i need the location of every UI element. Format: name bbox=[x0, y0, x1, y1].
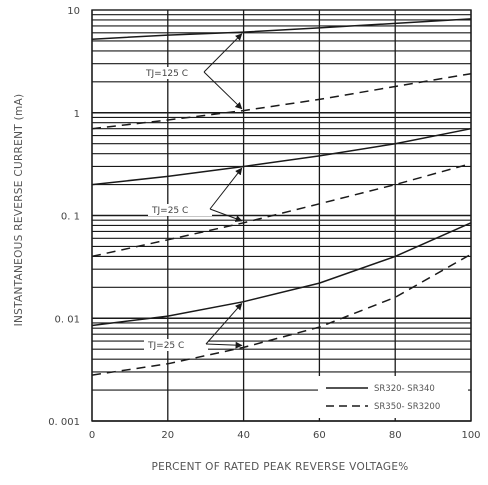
legend: SR320- SR340 SR350- SR3200 bbox=[318, 376, 468, 418]
x-tick-label: 0 bbox=[89, 430, 95, 441]
tick-labels: 0 20 40 60 80 100 0. 001 0. 01 0. 1 1 10 bbox=[48, 6, 480, 441]
legend-label: SR320- SR340 bbox=[374, 384, 435, 394]
y-tick-label: 0. 1 bbox=[61, 212, 80, 223]
annotations: TJ=125 C TJ=25 C TJ=25 C bbox=[142, 33, 243, 351]
series-lines bbox=[91, 18, 472, 376]
x-tick-label: 20 bbox=[161, 430, 174, 441]
annotation-arrow bbox=[203, 71, 243, 110]
temp-annotation-label: TJ=125 C bbox=[145, 69, 188, 79]
y-tick-label: 1 bbox=[74, 109, 80, 120]
series-line-dashed bbox=[91, 72, 472, 130]
x-tick-label: 80 bbox=[389, 430, 402, 441]
temp-annotation-label: TJ=25 C bbox=[151, 206, 188, 216]
series-line-dashed bbox=[91, 162, 472, 258]
x-tick-label: 60 bbox=[313, 430, 326, 441]
x-tick-label: 40 bbox=[237, 430, 250, 441]
legend-label: SR350- SR3200 bbox=[374, 402, 440, 412]
y-tick-label: 0. 001 bbox=[48, 417, 80, 428]
annotation-arrow bbox=[203, 33, 243, 73]
y-tick-label: 10 bbox=[67, 6, 80, 17]
annotation-arrow bbox=[205, 341, 243, 349]
temp-annotation-label: TJ=25 C bbox=[147, 341, 184, 351]
annotation-arrow bbox=[209, 208, 243, 222]
y-axis-title: INSTANTANEOUS REVERSE CURRENT (mA) bbox=[13, 94, 25, 327]
legend-box bbox=[318, 376, 468, 418]
y-tick-label: 0. 01 bbox=[55, 314, 80, 325]
annotation-bg bbox=[142, 67, 206, 79]
annotation-arrow bbox=[209, 167, 243, 210]
series-line-solid bbox=[91, 18, 472, 40]
annotation-bg bbox=[144, 339, 208, 351]
annotation-arrow bbox=[205, 302, 243, 345]
series-line-solid bbox=[91, 222, 472, 327]
annotation-bg bbox=[148, 204, 212, 216]
series-line-solid bbox=[91, 127, 472, 186]
x-tick-label: 100 bbox=[461, 430, 480, 441]
series-line-dashed bbox=[91, 253, 472, 376]
x-axis-title: PERCENT OF RATED PEAK REVERSE VOLTAGE% bbox=[151, 461, 408, 473]
